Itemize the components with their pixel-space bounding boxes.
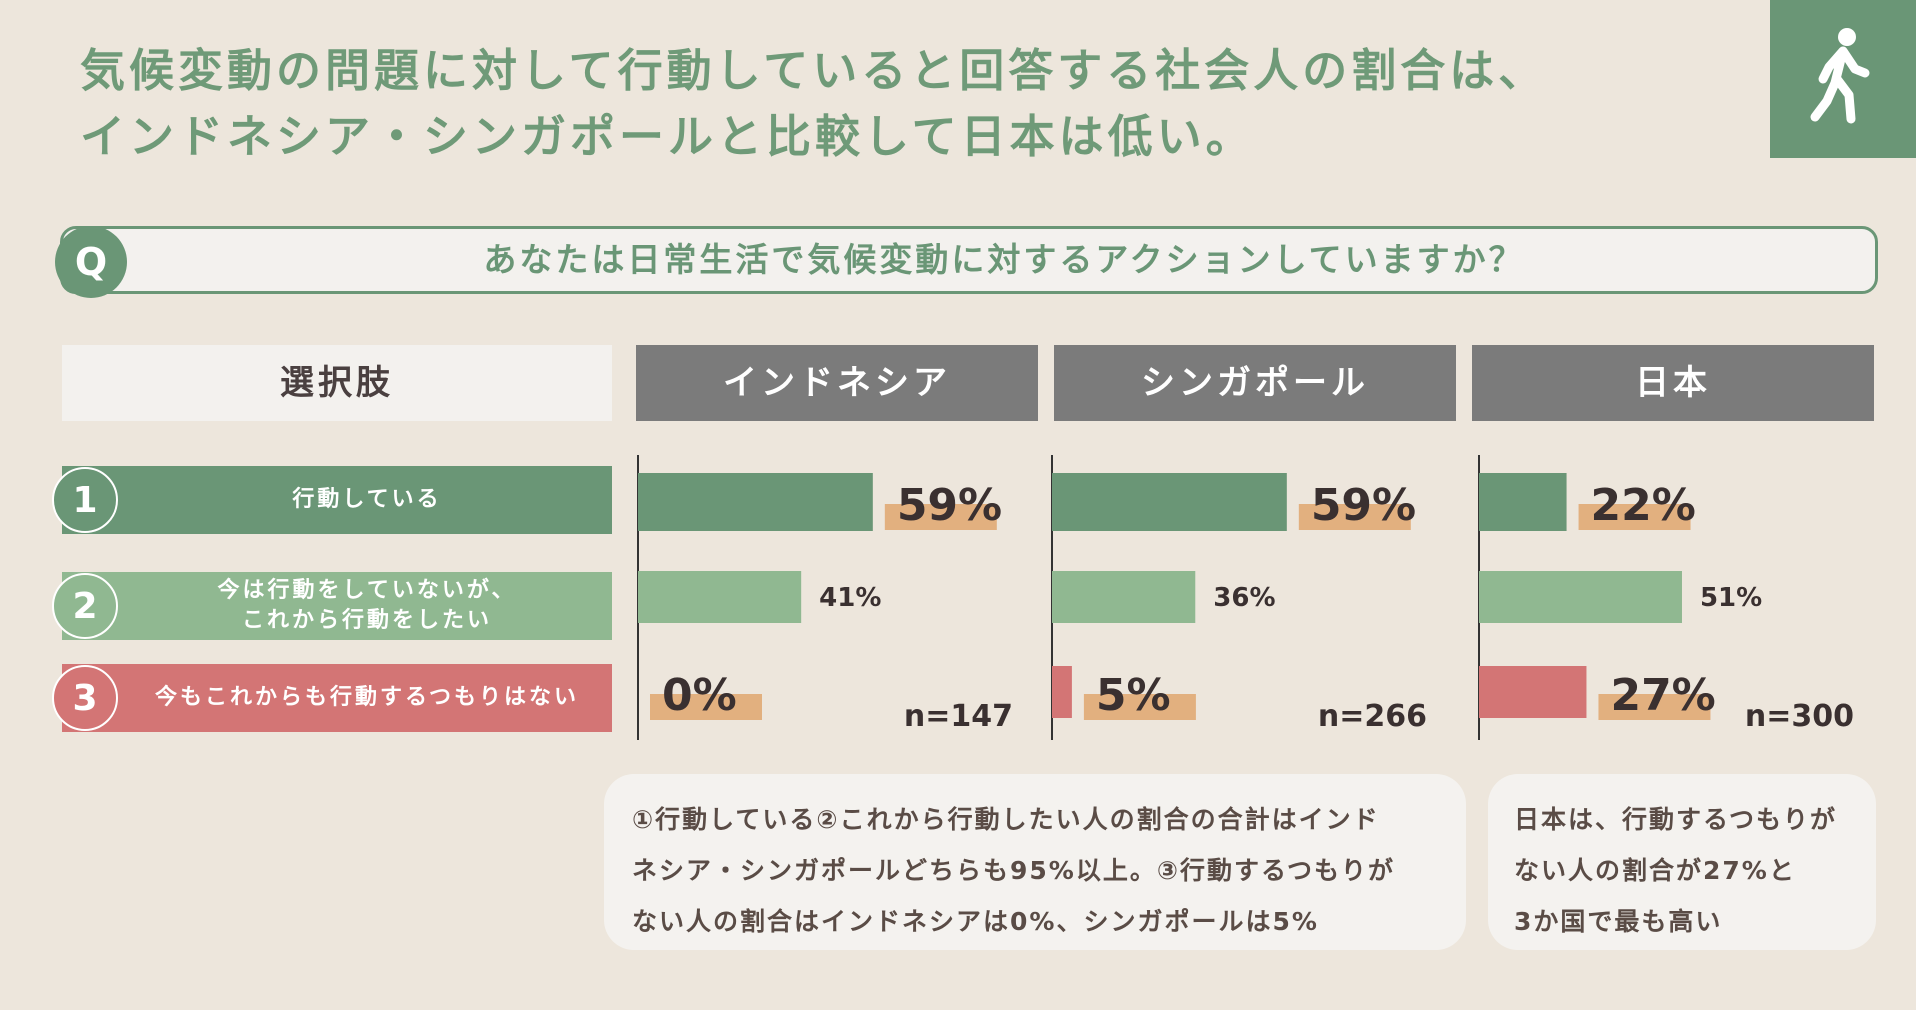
header-japan: 日本	[1472, 345, 1874, 421]
header-indonesia: インドネシア	[636, 345, 1038, 421]
header-singapore: シンガポール	[1054, 345, 1456, 421]
value-label-2-2: 36%	[1213, 583, 1275, 613]
highlight-3-1	[1578, 504, 1691, 530]
option-1-number: 1	[52, 467, 118, 533]
option-3-number: 3	[52, 665, 118, 731]
question-bar	[60, 226, 1878, 294]
value-label-3-3: 27%	[1610, 670, 1715, 721]
highlight-3-3	[1598, 694, 1711, 720]
sample-size-1: n=147	[904, 699, 1013, 734]
highlight-2-1	[1298, 504, 1411, 530]
option-1-bar: 行動している	[62, 466, 612, 534]
option-2-number: 2	[52, 573, 118, 639]
note-left-line-3: ない人の割合はインドネシアは0%、シンガポールは5%	[632, 907, 1319, 936]
note-right-line-1: 日本は、行動するつもりが	[1514, 805, 1838, 834]
value-label-2-1: 59%	[1311, 480, 1416, 531]
value-label-3-2: 51%	[1700, 583, 1762, 613]
walking-person-icon	[1810, 28, 1870, 124]
walker-badge	[1770, 0, 1916, 158]
sample-size-3: n=300	[1745, 699, 1854, 734]
title-line-2: インドネシア・シンガポールと比較して日本は低い。	[80, 110, 1255, 163]
highlight-1-1	[884, 504, 997, 530]
highlight-1-3	[650, 694, 762, 720]
value-label-3-1: 22%	[1591, 480, 1696, 531]
note-left-line-1: ①行動している②これから行動したい人の割合の合計はインド	[632, 805, 1380, 834]
highlight-2-3	[1083, 694, 1196, 720]
option-3-bar: 今もこれからも行動するつもりはない	[62, 664, 612, 732]
note-left-line-2: ネシア・シンガポールどちらも95%以上。③行動するつもりが	[632, 856, 1396, 885]
bar-2-3	[1052, 666, 1072, 718]
header-options: 選択肢	[62, 345, 612, 421]
option-2-bar: 今は行動をしていないが、 これから行動をしたい	[62, 572, 612, 640]
title-line-1: 気候変動の問題に対して行動していると回答する社会人の割合は、	[80, 44, 1548, 97]
value-label-1-3: 0%	[662, 670, 737, 721]
bar-3-2	[1479, 571, 1682, 623]
value-label-1-1: 59%	[897, 480, 1002, 531]
note-right-line-3: 3か国で最も高い	[1514, 907, 1723, 936]
bar-3-1	[1479, 473, 1567, 531]
bar-3-3	[1479, 666, 1587, 718]
option-1-label: 行動している	[292, 487, 442, 512]
question-badge: Q	[55, 226, 127, 298]
note-right-line-2: ない人の割合が27%と	[1514, 856, 1796, 885]
value-label-1-2: 41%	[819, 583, 881, 613]
bar-1-1	[638, 473, 873, 531]
option-3-label: 今もこれからも行動するつもりはない	[154, 685, 580, 710]
note-left: ①行動している②これから行動したい人の割合の合計はインド ネシア・シンガポールど…	[604, 774, 1466, 950]
question-text: あなたは日常生活で気候変動に対するアクションしていますか？	[483, 240, 1525, 279]
option-2-label: 今は行動をしていないが、 これから行動をしたい	[217, 578, 517, 633]
bar-1-2	[638, 571, 802, 623]
value-label-2-3: 5%	[1096, 670, 1171, 721]
bar-2-2	[1052, 571, 1196, 623]
sample-size-2: n=266	[1318, 699, 1427, 734]
note-right: 日本は、行動するつもりが ない人の割合が27%と 3か国で最も高い	[1488, 774, 1876, 950]
page-title: 気候変動の問題に対して行動していると回答する社会人の割合は、 インドネシア・シン…	[80, 38, 1547, 170]
bar-2-1	[1052, 473, 1287, 531]
